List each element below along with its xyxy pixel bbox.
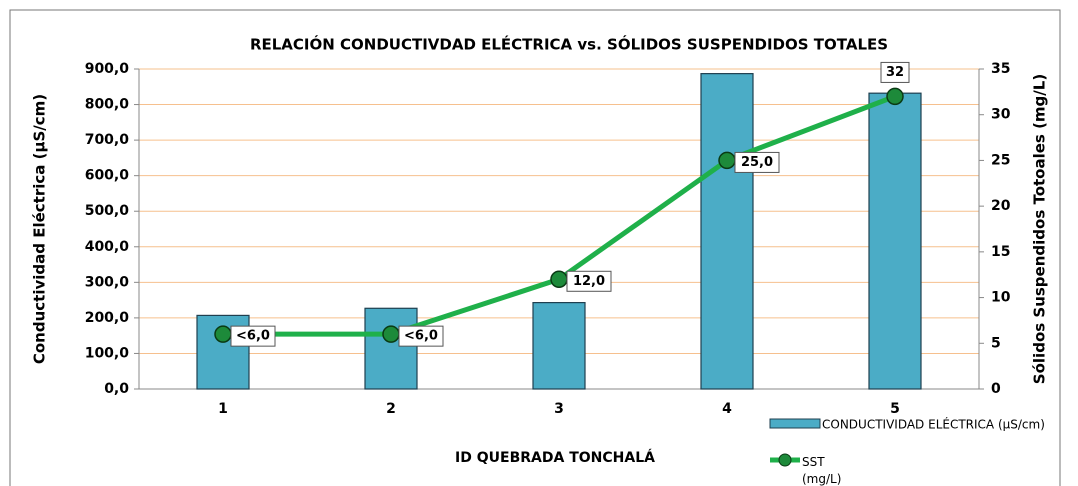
value-label: <6,0 <box>236 329 270 344</box>
y-tick-label: 200,0 <box>85 310 130 326</box>
legend-label: SST (mg/L) <box>802 455 841 486</box>
legend-label: CONDUCTIVIDAD ELÉCTRICA (µS/cm) <box>822 417 1045 432</box>
legend-swatch <box>778 453 792 467</box>
y-tick-label: 100,0 <box>85 345 130 361</box>
y-tick-label: 600,0 <box>85 168 130 184</box>
y-tick-label: 900,0 <box>85 61 130 77</box>
value-label-box <box>230 325 276 347</box>
value-label-box <box>880 61 910 83</box>
value-label-box <box>734 151 780 173</box>
y-tick-label: 400,0 <box>85 239 130 255</box>
value-label: <6,0 <box>404 329 438 344</box>
x-tick-label: 4 <box>722 401 732 417</box>
value-label-box <box>398 325 444 347</box>
y2-tick-label: 5 <box>991 335 1001 351</box>
y2-tick-label: 25 <box>991 152 1010 168</box>
bar <box>532 302 586 390</box>
marker <box>550 270 568 289</box>
marker <box>718 151 736 170</box>
value-label: 12,0 <box>573 274 605 289</box>
value-label: 32 <box>886 65 904 80</box>
y2-tick-label: 20 <box>991 198 1011 214</box>
x-tick-label: 3 <box>554 401 564 417</box>
x-axis-title: ID QUEBRADA TONCHALÁ <box>455 449 655 466</box>
x-tick-label: 5 <box>890 401 900 417</box>
marker <box>382 325 400 343</box>
y-tick-label: 0,0 <box>104 381 129 397</box>
x-tick-label: 2 <box>386 401 396 417</box>
y2-tick-label: 35 <box>991 61 1010 77</box>
y-tick-label: 300,0 <box>85 274 130 290</box>
bar <box>700 73 754 390</box>
value-label-box <box>566 270 612 292</box>
y2-tick-label: 10 <box>991 290 1011 306</box>
y-tick-label: 500,0 <box>85 203 130 219</box>
chart-title: RELACIÓN CONDUCTIVDAD ELÉCTRICA vs. SÓLI… <box>250 35 888 54</box>
bar <box>868 92 922 390</box>
x-tick-label: 1 <box>218 401 228 417</box>
marker <box>886 87 904 106</box>
marker <box>214 325 232 343</box>
bar <box>364 307 418 390</box>
y-tick-label: 800,0 <box>85 97 130 113</box>
y2-tick-label: 30 <box>991 107 1011 123</box>
legend-swatch <box>769 418 821 429</box>
y2-tick-label: 15 <box>991 244 1010 260</box>
value-label: 25,0 <box>741 155 773 170</box>
y-tick-label: 700,0 <box>85 132 130 148</box>
y2-axis-title: Sólidos Suspendidos Totoales (mg/L) <box>1031 74 1049 384</box>
y-axis-title: Conductividad Eléctrica (µS/cm) <box>31 94 49 364</box>
y2-tick-label: 0 <box>991 381 1001 397</box>
